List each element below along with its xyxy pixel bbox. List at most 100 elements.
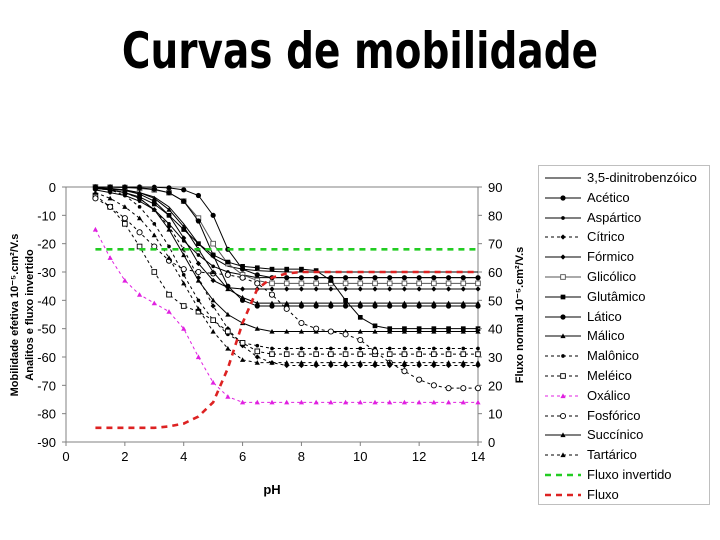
legend-item: Malônico — [539, 346, 709, 366]
legend-item: Málico — [539, 326, 709, 346]
data-point — [284, 399, 290, 405]
data-point — [446, 346, 451, 351]
data-point — [343, 346, 348, 351]
data-point — [210, 277, 216, 284]
data-point — [446, 326, 451, 332]
data-point — [151, 269, 158, 275]
data-point — [313, 280, 319, 287]
data-point — [431, 328, 437, 334]
data-point — [122, 221, 128, 227]
data-point — [151, 232, 157, 238]
data-point — [445, 280, 452, 287]
data-point — [92, 195, 99, 202]
legend-swatch — [545, 373, 581, 379]
data-point — [254, 265, 260, 271]
data-point — [298, 360, 305, 365]
data-point — [343, 275, 348, 280]
data-point — [402, 346, 407, 351]
series-14 — [92, 190, 481, 365]
data-point — [342, 351, 349, 357]
data-point — [181, 326, 187, 331]
data-point — [401, 280, 408, 287]
data-point — [445, 385, 452, 392]
data-point — [121, 215, 128, 222]
data-point — [166, 255, 172, 260]
y-axis-label-right: Fluxo normal 10⁻⁵.cm²/V.s — [514, 247, 526, 384]
data-point — [460, 328, 466, 334]
y-left-tick-label: -50 — [37, 322, 56, 337]
data-point — [460, 326, 466, 332]
data-point — [561, 215, 565, 220]
data-point — [299, 266, 304, 272]
data-point — [239, 286, 246, 292]
data-point — [239, 340, 246, 346]
data-point — [560, 234, 566, 240]
data-point — [269, 280, 275, 287]
data-point — [283, 351, 290, 357]
data-point — [357, 286, 363, 292]
data-point — [357, 314, 363, 320]
data-point — [357, 300, 363, 306]
data-point — [166, 309, 172, 314]
data-point — [431, 360, 437, 365]
data-point — [181, 224, 187, 229]
y-right-tick-label: 70 — [488, 237, 502, 252]
data-point — [460, 280, 467, 287]
legend-label: Tartárico — [587, 447, 637, 463]
legend-swatch — [545, 195, 581, 201]
data-point — [211, 264, 215, 269]
y-left-tick-label: -60 — [37, 350, 56, 365]
data-point — [416, 326, 422, 332]
data-point — [373, 275, 377, 280]
data-point — [343, 297, 348, 303]
legend-label: Fórmico — [587, 249, 634, 265]
data-point — [92, 190, 99, 195]
legend-swatch — [545, 412, 581, 419]
data-point — [560, 274, 566, 280]
plot-area-border — [65, 186, 479, 443]
y-left-tick-label: -20 — [37, 237, 56, 252]
data-point — [269, 286, 275, 292]
data-point — [461, 275, 466, 280]
y-right-tick-label: 30 — [488, 350, 502, 365]
data-point — [254, 348, 261, 355]
data-point — [372, 286, 378, 292]
x-tick-label: 0 — [62, 449, 69, 464]
data-point — [416, 300, 422, 306]
data-point — [313, 286, 319, 292]
series-13 — [92, 184, 481, 306]
data-point — [460, 286, 466, 292]
data-point — [372, 300, 378, 306]
data-point — [107, 255, 113, 260]
data-point — [298, 319, 305, 327]
data-point — [195, 192, 202, 199]
data-point — [445, 300, 452, 306]
data-point — [432, 346, 436, 351]
data-point — [136, 185, 143, 191]
data-point — [313, 268, 319, 273]
data-point — [313, 300, 319, 306]
data-point — [299, 346, 304, 351]
data-point — [210, 379, 216, 385]
data-point — [210, 252, 216, 258]
data-point — [357, 351, 364, 357]
data-point — [136, 215, 143, 221]
x-tick-label: 10 — [353, 449, 367, 464]
y-axis-label-left-sub: Analitos e fluxo invertido — [24, 249, 36, 381]
data-point — [358, 346, 363, 351]
data-point — [210, 240, 216, 247]
data-point — [269, 328, 275, 334]
legend-label: Aspártico — [587, 209, 642, 225]
x-axis-label: pH — [263, 482, 280, 497]
data-point — [357, 280, 364, 287]
data-point — [372, 280, 378, 287]
data-point — [136, 229, 143, 236]
data-point — [107, 203, 114, 210]
x-tick-label: 2 — [121, 449, 128, 464]
data-point — [210, 297, 216, 303]
data-point — [560, 373, 566, 379]
data-point — [283, 305, 290, 312]
data-point — [416, 360, 422, 365]
legend-item: Fluxo — [539, 485, 709, 505]
